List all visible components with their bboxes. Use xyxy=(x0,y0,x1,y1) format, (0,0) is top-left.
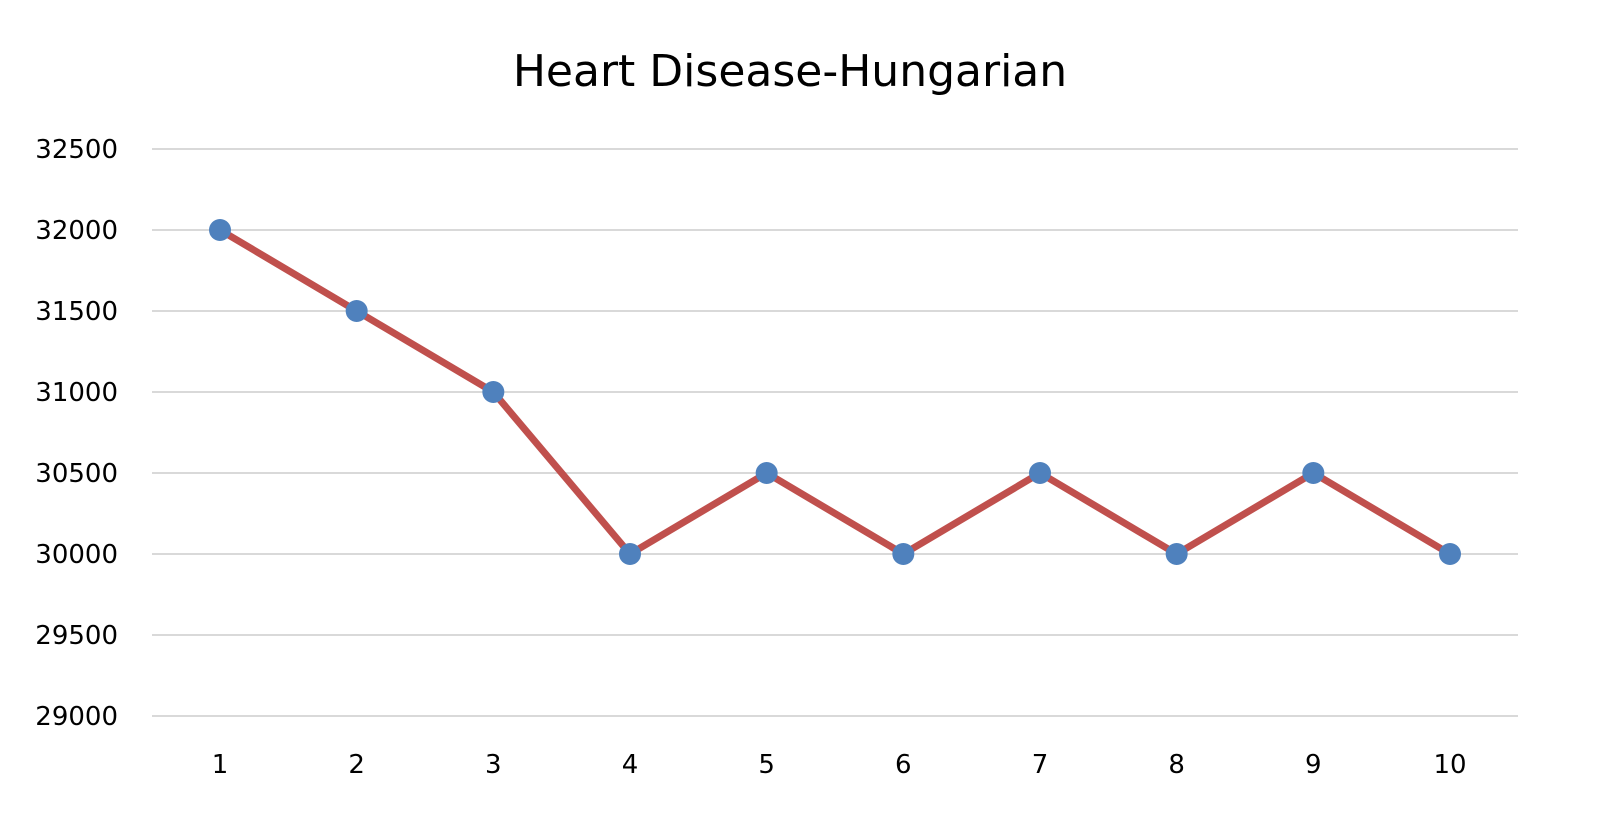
x-tick-label: 3 xyxy=(485,750,502,780)
x-tick-label: 10 xyxy=(1433,750,1466,780)
x-tick-label: 6 xyxy=(895,750,912,780)
x-tick-label: 5 xyxy=(758,750,775,780)
series xyxy=(209,219,1461,565)
data-point xyxy=(345,300,368,322)
x-tick-label: 4 xyxy=(622,750,639,780)
chart-title: Heart Disease-Hungarian xyxy=(513,46,1067,97)
y-tick-label: 30000 xyxy=(35,540,118,570)
data-point xyxy=(209,219,231,241)
data-point xyxy=(1029,462,1051,484)
x-axis: 1 2 3 4 5 6 7 8 9 10 xyxy=(212,750,1467,780)
x-tick-label: 8 xyxy=(1168,750,1185,780)
x-tick-label: 9 xyxy=(1305,750,1322,780)
y-tick-label: 29500 xyxy=(35,621,118,651)
data-point xyxy=(1439,543,1461,565)
x-tick-label: 7 xyxy=(1032,750,1049,780)
series-line xyxy=(218,226,1452,558)
y-tick-label: 32000 xyxy=(35,216,118,246)
data-point xyxy=(755,462,778,484)
x-tick-label: 2 xyxy=(348,750,365,780)
data-point xyxy=(619,543,641,565)
y-tick-label: 31000 xyxy=(35,378,118,408)
y-tick-label: 31500 xyxy=(35,297,118,327)
data-point xyxy=(1165,543,1188,565)
y-tick-label: 30500 xyxy=(35,459,118,489)
data-point xyxy=(1302,462,1325,484)
x-tick-label: 1 xyxy=(212,750,229,780)
y-axis: 29000 29500 30000 30500 31000 31500 32000 32500 xyxy=(35,135,118,732)
y-tick-label: 29000 xyxy=(35,702,118,732)
y-tick-label: 32500 xyxy=(35,135,118,165)
data-point xyxy=(892,543,915,565)
data-point xyxy=(482,381,505,403)
gridlines xyxy=(152,148,1518,717)
